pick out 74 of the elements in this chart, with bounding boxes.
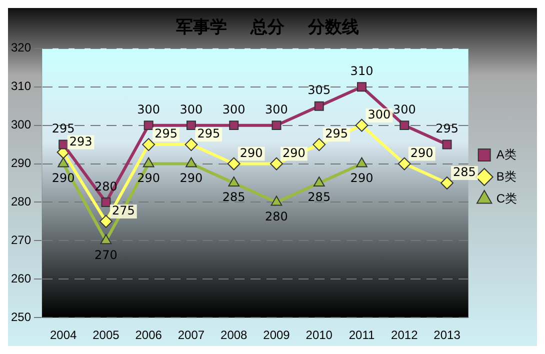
point: [270, 157, 283, 170]
chart-title: 军事学 总分 分数线: [176, 18, 360, 38]
data-label: 290: [180, 170, 203, 185]
x-tick-label: 2007: [178, 328, 205, 342]
data-label: 285: [308, 190, 331, 204]
data-label: 305: [308, 83, 331, 98]
point: [58, 157, 70, 168]
point: [312, 138, 326, 152]
y-tick-label: 290: [10, 156, 32, 170]
point: [142, 157, 154, 168]
data-label: 285: [453, 165, 476, 180]
data-label: 290: [282, 146, 306, 160]
x-tick-label: 2010: [306, 328, 333, 342]
point: [142, 138, 156, 152]
point: [229, 120, 239, 130]
point: [442, 140, 452, 150]
data-label: 270: [94, 248, 118, 262]
legend-label: C类: [496, 191, 518, 206]
data-label: 300: [265, 102, 288, 116]
point: [355, 118, 368, 132]
x-tick-label: 2004: [50, 328, 78, 342]
x-tick-label: 2008: [220, 328, 248, 342]
x-tick-label: 2005: [92, 328, 120, 342]
point: [398, 157, 411, 170]
point: [227, 157, 240, 170]
point: [186, 120, 196, 130]
point: [58, 140, 68, 150]
point: [228, 176, 240, 186]
data-label: 300: [368, 107, 391, 122]
point: [314, 101, 324, 111]
point: [356, 157, 368, 168]
data-label: 295: [154, 126, 178, 141]
y-tick-label: 310: [10, 79, 32, 94]
legend-label: B类: [496, 169, 516, 184]
data-label: 285: [222, 190, 246, 204]
point: [186, 157, 197, 168]
y-tick-label: 260: [10, 271, 32, 286]
x-tick-label: 2012: [391, 328, 418, 342]
data-label: 280: [265, 209, 288, 224]
data-label: 295: [52, 122, 75, 136]
y-tick-label: 270: [10, 233, 32, 247]
y-tick-label: 250: [10, 310, 32, 324]
y-tick-label: 300: [10, 118, 32, 132]
point: [272, 120, 282, 130]
x-tick-label: 2011: [348, 328, 375, 342]
point: [99, 214, 112, 228]
point: [440, 176, 454, 190]
point: [313, 176, 325, 186]
data-label: 310: [350, 64, 374, 78]
y-tick-label: 280: [10, 194, 32, 209]
data-label: 300: [137, 102, 160, 116]
legend-label: A类: [496, 147, 516, 162]
data-label: 290: [350, 170, 374, 185]
data-label: 300: [392, 102, 416, 116]
data-label: 293: [69, 134, 92, 148]
x-tick-label: 2009: [263, 328, 290, 342]
data-label: 295: [325, 126, 348, 141]
data-label: 295: [197, 126, 220, 141]
data-label: 290: [240, 146, 263, 160]
point: [100, 234, 112, 244]
data-label: 300: [180, 102, 203, 116]
point: [270, 196, 282, 206]
point: [400, 120, 410, 130]
point: [144, 120, 154, 130]
data-label: 300: [222, 102, 246, 116]
point: [101, 197, 111, 207]
x-tick-label: 2006: [135, 328, 162, 342]
point: [184, 138, 198, 152]
data-label: 275: [112, 204, 135, 218]
x-tick-label: 2013: [434, 328, 461, 342]
y-tick-label: 320: [10, 40, 32, 55]
data-label: 295: [436, 122, 458, 136]
data-label: 290: [410, 146, 434, 160]
point: [357, 82, 366, 92]
